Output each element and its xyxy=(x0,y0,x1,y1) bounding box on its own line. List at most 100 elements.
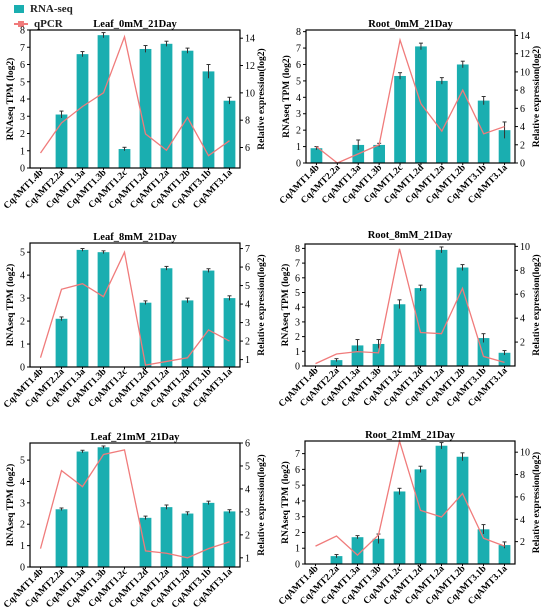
y2-tick-label: 8 xyxy=(520,266,525,277)
bar xyxy=(372,538,385,564)
y-tick-label: 8 xyxy=(20,26,25,37)
y-tick-label: 3 xyxy=(20,294,25,305)
y-tick-label: 0 xyxy=(295,560,300,571)
qpcr-line xyxy=(39,250,230,366)
plot-frame xyxy=(304,440,516,565)
bar xyxy=(394,75,406,163)
qpcr-line xyxy=(39,34,230,157)
y-tick-label: 6 xyxy=(20,60,25,71)
bar xyxy=(202,270,215,367)
qpcr-line xyxy=(316,37,505,164)
y2-tick-label: 6 xyxy=(245,143,250,154)
y-tick-label: 5 xyxy=(20,248,25,259)
y-tick-label: 4 xyxy=(20,477,25,488)
y-tick-label: 4 xyxy=(20,271,25,282)
y2-tick-label: 4 xyxy=(245,300,250,311)
y2-tick-label: 4 xyxy=(245,484,250,495)
chart-panel-root-21mm: Root_21mM_21Day 0 1 2 3 4 5 6 7 2 4 6 8 10 RNAseq TPM … xyxy=(277,430,542,608)
y-tick-label: 6 xyxy=(296,60,301,71)
y2-tick-label: 3 xyxy=(245,318,250,329)
y-tick-label: 5 xyxy=(295,288,300,299)
y-tick-label: 4 xyxy=(296,93,301,104)
y2-tick-label: 2 xyxy=(520,537,525,548)
y-tick-label: 3 xyxy=(295,317,300,328)
bar xyxy=(223,511,236,567)
y-tick-label: 3 xyxy=(20,112,25,123)
y2-tick-label: 7 xyxy=(245,244,250,255)
y-tick-label: 7 xyxy=(295,259,300,270)
chart-panel-leaf-8mm: Leaf_8mM_21Day 0 1 2 3 4 5 1 2 3 4 5 6 7 RNAseq TPM (l… xyxy=(2,232,267,411)
chart-title: Leaf_21mM_21Day xyxy=(91,432,180,443)
y-tick-label: 2 xyxy=(20,317,25,328)
y2-tick-label: 0 xyxy=(520,159,525,170)
legend-bar-swatch xyxy=(14,5,24,13)
legend-label-qpcr: qPCR xyxy=(34,18,63,30)
bar xyxy=(76,54,89,168)
y2-tick-label: 8 xyxy=(520,470,525,481)
bar xyxy=(223,298,236,367)
y2-tick-label: 10 xyxy=(520,242,530,253)
y2-axis-label: Relative expression(log2) xyxy=(256,254,267,355)
bar xyxy=(181,513,194,567)
y-tick-label: 0 xyxy=(20,363,25,374)
bar xyxy=(435,445,448,564)
bar xyxy=(477,100,490,163)
chart-title: Leaf_8mM_21Day xyxy=(93,232,177,243)
y-axis-label: RNAseq TPM (log2) xyxy=(280,461,291,544)
y2-tick-label: 4 xyxy=(520,122,525,133)
y-tick-label: 8 xyxy=(296,27,301,38)
y2-tick-label: 14 xyxy=(520,31,530,42)
bar xyxy=(76,451,89,567)
y2-tick-label: 1 xyxy=(245,355,250,366)
y-tick-label: 7 xyxy=(20,43,25,54)
y-tick-label: 7 xyxy=(295,449,300,460)
bar xyxy=(118,149,131,168)
y-tick-label: 2 xyxy=(296,126,301,137)
y2-tick-label: 6 xyxy=(245,263,250,274)
y2-tick-label: 1 xyxy=(245,553,250,564)
legend-item-rnaseq: RNA-seq xyxy=(14,2,73,16)
y-tick-label: 0 xyxy=(20,164,25,175)
bar xyxy=(223,100,236,168)
bar xyxy=(373,144,386,163)
bar xyxy=(498,352,511,366)
y-tick-label: 1 xyxy=(295,347,300,358)
y2-tick-label: 5 xyxy=(245,281,250,292)
y-tick-label: 2 xyxy=(295,332,300,343)
y2-axis-label: Relative expression(log2) xyxy=(531,46,542,147)
y-tick-label: 6 xyxy=(295,465,300,476)
y-tick-label: 1 xyxy=(295,544,300,555)
y2-tick-label: 6 xyxy=(520,492,525,503)
bar xyxy=(55,509,68,567)
plot-frame xyxy=(305,29,516,164)
bar xyxy=(76,249,89,367)
chart-legend: RNA-seq qPCR xyxy=(14,2,134,32)
bar xyxy=(456,64,469,163)
y-tick-label: 4 xyxy=(295,303,300,314)
y-tick-label: 3 xyxy=(20,498,25,509)
y-tick-label: 2 xyxy=(295,528,300,539)
y-tick-label: 4 xyxy=(295,496,300,507)
qpcr-line xyxy=(315,248,505,365)
plot-frame xyxy=(29,442,241,568)
chart-title: Root_8mM_21Day xyxy=(368,230,453,241)
y2-tick-label: 6 xyxy=(245,439,250,450)
y-tick-label: 5 xyxy=(296,76,301,87)
bar xyxy=(372,343,385,366)
y-tick-label: 2 xyxy=(20,129,25,140)
bar xyxy=(139,302,152,367)
y-tick-label: 8 xyxy=(295,244,300,255)
bar xyxy=(477,529,490,564)
y-tick-label: 5 xyxy=(295,481,300,492)
bar xyxy=(414,288,427,366)
bar xyxy=(139,48,152,168)
bar xyxy=(351,537,364,564)
y2-tick-label: 2 xyxy=(520,338,525,349)
bar xyxy=(330,556,343,564)
y-tick-label: 0 xyxy=(295,362,300,373)
bar xyxy=(181,50,194,169)
y2-axis-label: Relative expression(log2) xyxy=(531,254,542,355)
y-axis-label: RNAseq TPM (log2) xyxy=(280,264,291,347)
bar xyxy=(456,456,469,564)
